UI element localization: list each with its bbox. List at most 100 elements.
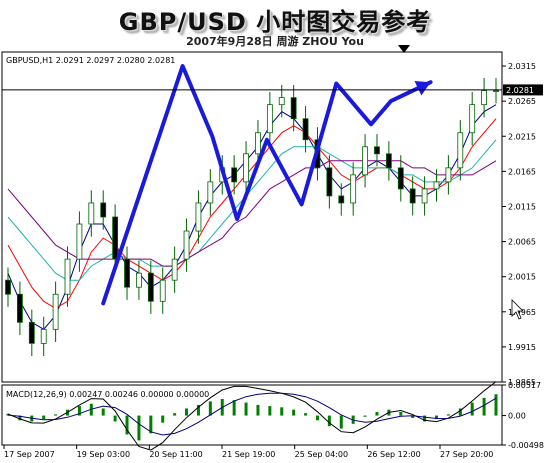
- macd-bar: [280, 407, 284, 416]
- macd-bar: [77, 406, 81, 416]
- main-chart-frame: [1, 51, 503, 383]
- macd-bar: [482, 397, 486, 416]
- macd-bar: [42, 415, 46, 420]
- candle-body: [302, 118, 309, 141]
- candle-body: [278, 97, 285, 106]
- candle-body: [445, 167, 452, 183]
- macd-bar: [470, 402, 474, 416]
- trend-annotation-line: [101, 64, 433, 306]
- price-tick-label: 1.9965: [508, 308, 536, 317]
- macd-bar: [363, 415, 367, 417]
- macd-info-label: MACD(12,26,9) 0.00247 0.00246 0.00000 0.…: [6, 390, 209, 399]
- macd-bar: [411, 415, 415, 418]
- candle-body: [421, 188, 428, 204]
- price-tick-label: 2.0265: [508, 97, 536, 106]
- macd-bar: [315, 415, 319, 421]
- time-tick-label: 21 Sep 19:00: [222, 450, 275, 459]
- candle-body: [112, 216, 119, 260]
- candle-body: [266, 104, 273, 134]
- candle-body: [385, 153, 392, 169]
- candle-body: [350, 174, 357, 204]
- candle-body: [159, 279, 166, 302]
- candle-body: [64, 258, 71, 295]
- candle-body: [17, 293, 23, 323]
- price-tick-label: 1.9865: [508, 378, 536, 387]
- price-tick-label: 1.9915: [508, 343, 536, 352]
- macd-bar: [113, 415, 117, 422]
- price-tick-label: 2.0115: [508, 202, 536, 211]
- macd-bar: [125, 415, 129, 435]
- macd-bar: [54, 414, 58, 416]
- macd-bar: [339, 415, 343, 429]
- macd-axis: 0.00517 0.00 -0.00498: [502, 381, 544, 450]
- price-tick-label: 2.0015: [508, 273, 536, 282]
- candle-body: [195, 202, 202, 232]
- mouse-cursor-icon: [511, 299, 524, 320]
- current-price-box: [503, 84, 543, 96]
- current-price-label: 2.0281: [506, 86, 534, 95]
- moving-average-line: [7, 160, 497, 267]
- candle-body: [374, 146, 380, 155]
- macd-bar: [327, 415, 331, 427]
- candle-body: [397, 167, 404, 190]
- macd-bar: [161, 415, 165, 423]
- macd-bar: [149, 415, 153, 434]
- macd-signal-line: [7, 392, 497, 436]
- macd-histogram: [6, 381, 498, 451]
- page-title: GBP/USD 小时图交易参考: [118, 8, 432, 36]
- annotation-path: [101, 64, 433, 306]
- macd-bar: [185, 408, 189, 416]
- candle-body: [243, 153, 249, 183]
- candle-body: [5, 279, 11, 295]
- time-tick-label: 25 Sep 04:00: [295, 450, 348, 459]
- candle-body: [338, 195, 345, 204]
- macd-bar: [434, 415, 438, 420]
- candle-body: [255, 132, 261, 155]
- time-tick-label: 17 Sep 2007: [4, 450, 55, 459]
- macd-bar: [292, 409, 296, 416]
- macd-bar: [244, 402, 248, 416]
- moving-average-line: [7, 139, 497, 281]
- moving-average-line: [7, 118, 497, 309]
- arrow-head-icon: [414, 81, 431, 96]
- price-tick-label: 2.0215: [508, 132, 536, 141]
- macd-bar: [375, 412, 379, 416]
- time-tick-label: 20 Sep 11:00: [149, 450, 202, 459]
- candle-body: [40, 328, 47, 344]
- macd-tick-label: 0.00: [508, 412, 526, 421]
- macd-bar: [196, 404, 200, 416]
- macd-bar: [458, 408, 462, 416]
- macd-bar: [423, 415, 427, 422]
- candle-body: [124, 258, 130, 288]
- price-tick-label: 2.0065: [508, 238, 536, 247]
- macd-bar: [173, 413, 177, 416]
- candle-body: [433, 181, 440, 190]
- macd-bar: [256, 404, 260, 416]
- candle-body: [147, 272, 154, 302]
- macd-bar: [232, 400, 236, 416]
- candle-body: [231, 167, 238, 183]
- candle-body: [171, 258, 178, 281]
- time-tick-label: 26 Sep 12:00: [367, 450, 420, 459]
- macd-bar: [6, 413, 10, 416]
- macd-bar: [208, 401, 212, 416]
- macd-bar: [494, 394, 498, 416]
- candle-body: [481, 90, 487, 106]
- candle-body: [290, 97, 297, 120]
- price-tick-label: 2.0315: [508, 62, 536, 71]
- candle-body: [76, 223, 83, 260]
- macd-bar: [101, 408, 105, 416]
- time-axis: 17 Sep 2007 19 Sep 03:00 20 Sep 11:00 21 Se…: [3, 445, 493, 459]
- candles: [5, 77, 499, 357]
- symbol-info-label: GBPUSD,H1 2.0291 2.0297 2.0280 2.0281: [6, 56, 175, 65]
- candle-body: [326, 167, 333, 197]
- candle-body: [362, 146, 368, 176]
- candle-body: [409, 188, 416, 204]
- candle-body: [207, 181, 214, 204]
- macd-bar: [268, 406, 272, 416]
- candle-body: [100, 202, 107, 218]
- candle-body: [457, 132, 464, 169]
- current-price-tag: 2.0281: [2, 84, 543, 96]
- macd-bar: [399, 412, 403, 416]
